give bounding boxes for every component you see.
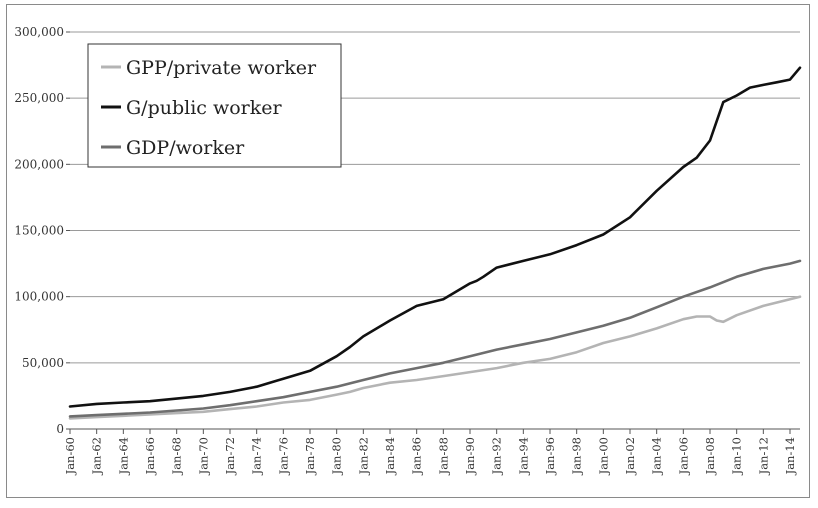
x-tick-label: Jan-02 [623,437,637,475]
x-tick-label: Jan-68 [170,437,184,475]
y-tick-label: 100,000 [14,290,64,304]
x-tick-label: Jan-78 [303,437,317,475]
series-lines [68,66,802,420]
x-tick-label: Jan-70 [196,437,210,475]
x-tick-label: Jan-94 [516,437,530,475]
legend-box [87,43,342,168]
y-tick-label: 250,000 [14,91,64,105]
x-tick-label: Jan-64 [116,437,130,475]
y-tick-label: 150,000 [14,224,64,238]
series-line-1 [68,295,802,420]
x-tick-label: Jan-80 [330,437,344,475]
x-tick-label: Jan-86 [410,437,424,475]
x-tick-label: Jan-06 [676,437,690,475]
y-tick-label: 200,000 [14,157,64,171]
x-tick-label: Jan-98 [570,437,584,475]
x-tick-label: Jan-72 [223,437,237,475]
y-tick-label: 50,000 [22,356,64,370]
x-tick-label: Jan-76 [276,437,290,475]
x-tick-label: Jan-82 [356,437,370,475]
x-tick-label: Jan-60 [63,437,77,475]
x-tick-label: Jan-14 [783,437,797,475]
y-axis-ticks: 0 50,000 100,000 150,000 200,000 250,000 300,0… [14,25,70,436]
x-tick-label: Jan-08 [703,437,717,475]
legend-label: GPP/private worker [126,57,317,79]
x-tick-label: Jan-62 [90,437,104,475]
x-tick-label: Jan-96 [543,437,557,475]
legend-label: G/public worker [126,97,283,119]
x-tick-label: Jan-88 [436,437,450,475]
x-tick-label: Jan-10 [730,437,744,475]
x-tick-label: Jan-00 [596,437,610,475]
x-axis: Jan-60 Jan-62 Jan-64 Jan-66 Jan-68 Jan-70 Jan-… [63,428,800,475]
x-tick-label: Jan-66 [143,437,157,475]
x-tick-label: Jan-90 [463,437,477,475]
y-tick-label: 300,000 [14,25,64,39]
x-tick-label: Jan-04 [650,437,664,475]
y-tick-label: 0 [56,422,64,436]
x-tick-label: Jan-74 [250,437,264,475]
legend-label: GDP/worker [126,137,245,159]
legend: GPP/private worker G/public worker GDP/wor… [87,43,342,168]
series-line-2 [68,66,802,408]
series-line-3 [68,259,802,418]
x-tick-label: Jan-84 [383,437,397,475]
x-tick-label: Jan-12 [756,437,770,475]
x-tick-label: Jan-92 [490,437,504,475]
